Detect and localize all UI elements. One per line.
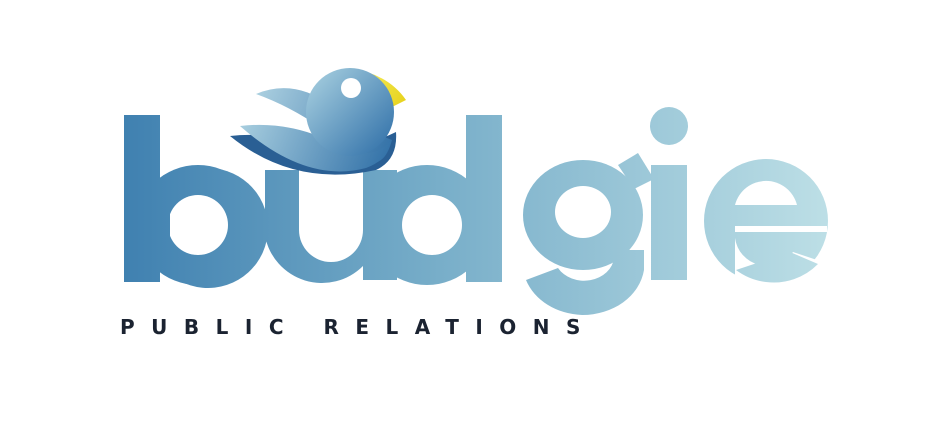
tagline-text: PUBLIC RELATIONS — [120, 315, 597, 339]
letter-i — [650, 107, 688, 280]
bird-eye — [341, 78, 361, 98]
budgie-bird-icon — [230, 68, 406, 175]
wordmark-text-holder: budgie — [114, 60, 834, 320]
wordmark-text: budgie — [114, 60, 115, 61]
letter-u — [265, 170, 397, 284]
wordmark — [124, 107, 833, 316]
